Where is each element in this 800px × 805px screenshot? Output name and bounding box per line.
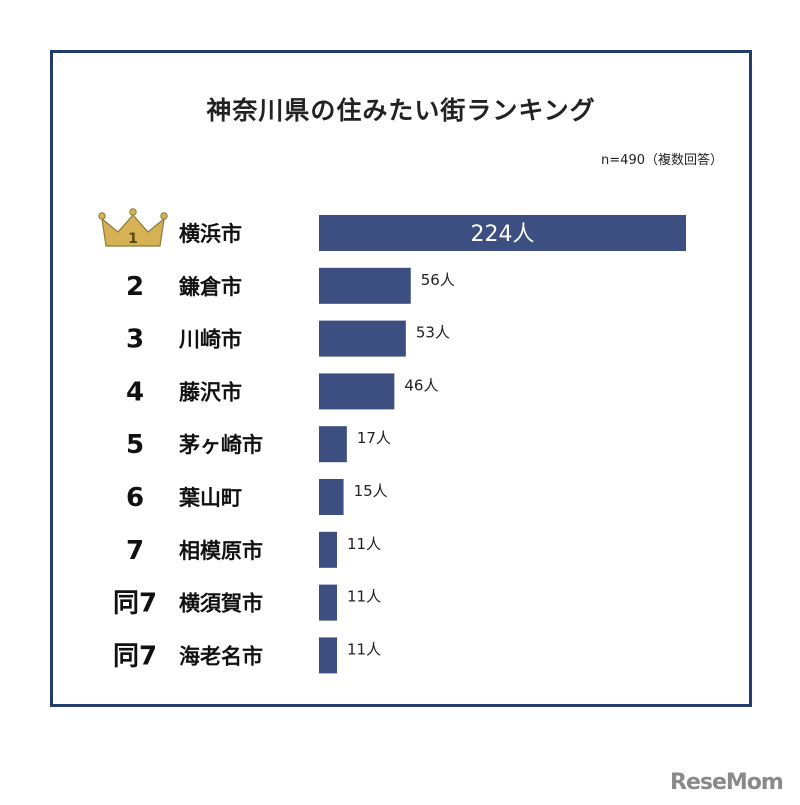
crown-jewel xyxy=(160,212,168,220)
value-label: 53人 xyxy=(416,324,450,342)
value-label: 17人 xyxy=(357,429,391,447)
crown-jewel xyxy=(129,208,137,216)
category-label: 鎌倉市 xyxy=(179,275,242,299)
bar xyxy=(319,531,338,568)
value-label: 11人 xyxy=(347,535,381,553)
rank-label: 1 xyxy=(128,231,138,247)
rank-label: 3 xyxy=(126,325,144,355)
value-label: 56人 xyxy=(421,271,455,289)
sample-size-note: n=490（複数回答） xyxy=(601,153,723,168)
value-label: 11人 xyxy=(347,640,381,658)
resemom-logo: ReseMom xyxy=(670,770,784,795)
bar xyxy=(319,479,344,515)
bar xyxy=(319,637,338,674)
category-label: 茅ヶ崎市 xyxy=(179,433,263,457)
bar xyxy=(319,215,686,251)
category-label: 相模原市 xyxy=(179,539,263,563)
rank-label: 6 xyxy=(126,483,144,513)
bar xyxy=(319,320,406,357)
rank-label: 5 xyxy=(126,430,144,460)
value-label: 46人 xyxy=(404,376,438,394)
category-label: 葉山町 xyxy=(178,486,242,510)
value-label: 15人 xyxy=(354,482,388,500)
rank-label: 7 xyxy=(126,536,144,566)
chart-title: 神奈川県の住みたい街ランキング xyxy=(206,96,596,125)
bar xyxy=(319,373,395,410)
bar xyxy=(319,426,347,463)
rank-label: 同7 xyxy=(113,589,157,619)
category-label: 藤沢市 xyxy=(178,380,242,404)
ranking-bar-chart: 1 横浜市 224人 2 鎌倉市 56人 3 川崎市 53人 4 藤沢市 46人 5 茅ヶ崎市 17人 6 葉山… xyxy=(98,208,686,674)
rank-label: 4 xyxy=(126,377,144,407)
crown-jewel xyxy=(98,212,106,220)
rank-label: 2 xyxy=(126,272,144,302)
chart-frame: 神奈川県の住みたい街ランキング n=490（複数回答） 1 横浜市 224人 2 鎌倉市… xyxy=(50,50,752,707)
category-label: 横浜市 xyxy=(179,222,242,246)
category-label: 海老名市 xyxy=(179,644,263,668)
bar xyxy=(319,584,338,621)
category-label: 川崎市 xyxy=(178,328,242,352)
crown-icon xyxy=(101,214,165,247)
rank-label: 同7 xyxy=(113,641,157,671)
bar xyxy=(319,267,411,304)
category-label: 横須賀市 xyxy=(179,592,263,616)
value-label: 11人 xyxy=(347,588,381,606)
value-label: 224人 xyxy=(471,222,535,247)
